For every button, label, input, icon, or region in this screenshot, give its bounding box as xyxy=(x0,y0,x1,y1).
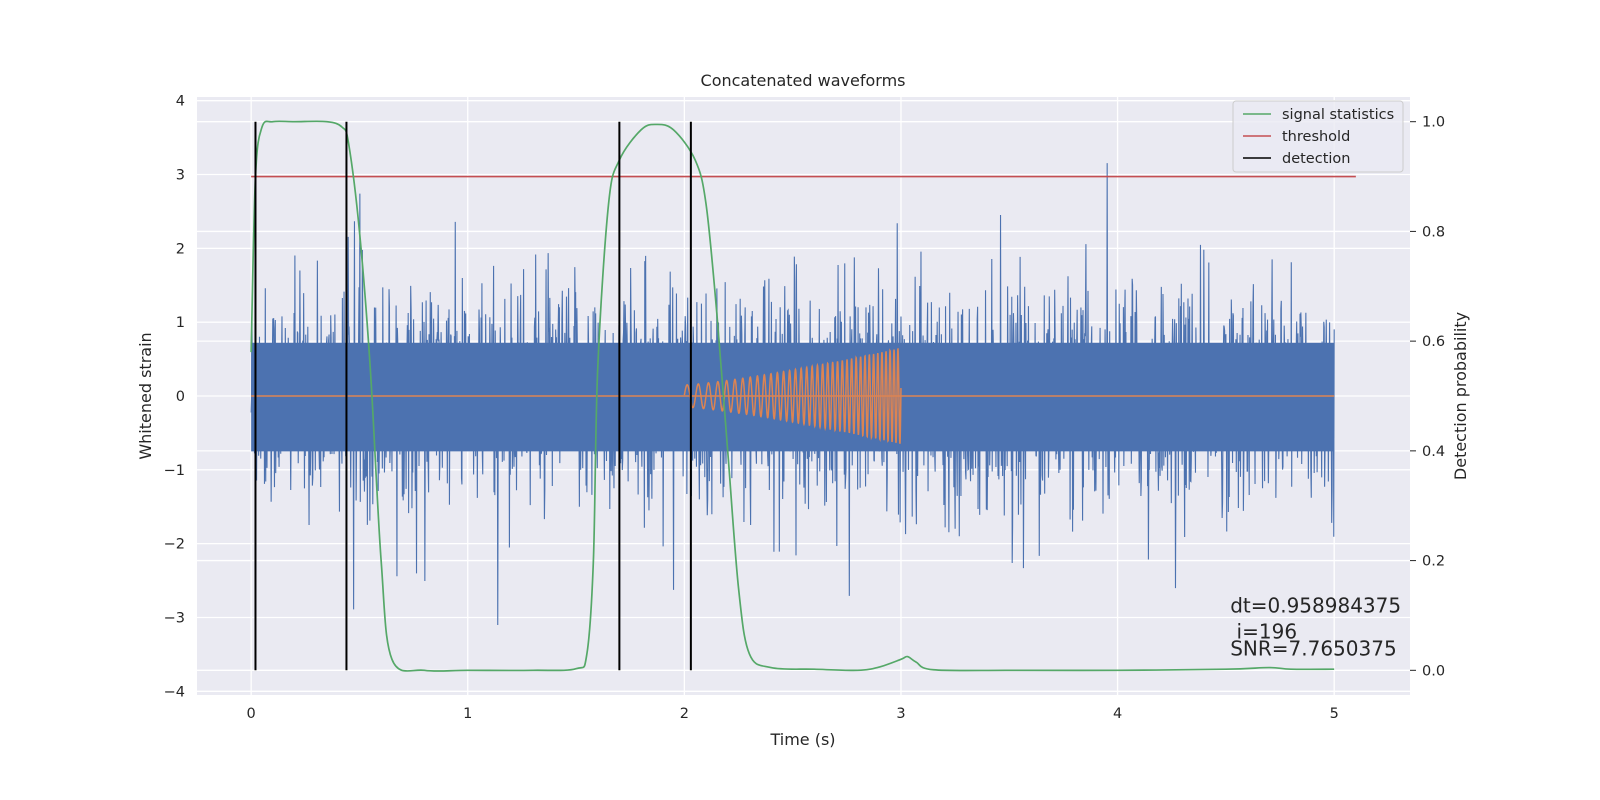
y-tick-label: −2 xyxy=(164,537,185,553)
x-tick-label: 2 xyxy=(680,706,689,722)
y2-tick-label: 0.8 xyxy=(1422,224,1445,240)
x-tick-label: 1 xyxy=(463,706,472,722)
x-tick-label: 0 xyxy=(247,706,256,722)
chart-title: Concatenated waveforms xyxy=(701,71,906,90)
signal-statistics-line xyxy=(250,120,1335,672)
annotation-text: dt=0.958984375 xyxy=(1230,594,1401,618)
y2-tick-label: 0.6 xyxy=(1422,334,1445,350)
y2-tick-label: 1.0 xyxy=(1422,115,1445,131)
y-axis-left: −4 −3 −2 −1 0 1 2 3 4 xyxy=(164,94,185,701)
annotation-text: SNR=7.7650375 xyxy=(1230,636,1396,660)
y-tick-label: 0 xyxy=(176,389,185,405)
noise-series-core xyxy=(251,342,1335,452)
y-axis-right: 0.0 0.2 0.4 0.6 0.8 1.0 xyxy=(1410,115,1445,679)
y-tick-label: 2 xyxy=(176,241,185,257)
y-tick-label: −4 xyxy=(164,684,185,700)
x-tick-label: 4 xyxy=(1113,706,1122,722)
y2-tick-label: 0.4 xyxy=(1422,444,1445,460)
y-axis-label: Whitened strain xyxy=(136,332,155,459)
y-tick-label: 1 xyxy=(176,315,185,331)
x-tick-label: 5 xyxy=(1330,706,1339,722)
y-tick-label: −1 xyxy=(164,463,185,479)
y2-tick-label: 0.0 xyxy=(1422,663,1445,679)
annotation-text: i=196 xyxy=(1230,619,1297,643)
legend-label-signal-statistics: signal statistics xyxy=(1282,107,1394,123)
y2-axis-label: Detection probability xyxy=(1451,312,1470,480)
y-tick-label: 4 xyxy=(176,94,185,110)
legend-box xyxy=(1232,100,1404,173)
legend-label-detection: detection xyxy=(1282,151,1350,167)
y-tick-label: −3 xyxy=(164,610,185,626)
injected-chirp-line xyxy=(683,348,902,444)
legend: signal statistics threshold detection xyxy=(1232,100,1404,173)
x-axis-label: Time (s) xyxy=(769,730,835,749)
x-tick-label: 3 xyxy=(896,706,905,722)
y2-tick-label: 0.2 xyxy=(1422,554,1445,570)
series-layer xyxy=(250,120,1356,672)
legend-label-threshold: threshold xyxy=(1282,129,1350,145)
y-tick-label: 3 xyxy=(176,168,185,184)
x-axis: 0 1 2 3 4 5 xyxy=(247,706,1339,722)
